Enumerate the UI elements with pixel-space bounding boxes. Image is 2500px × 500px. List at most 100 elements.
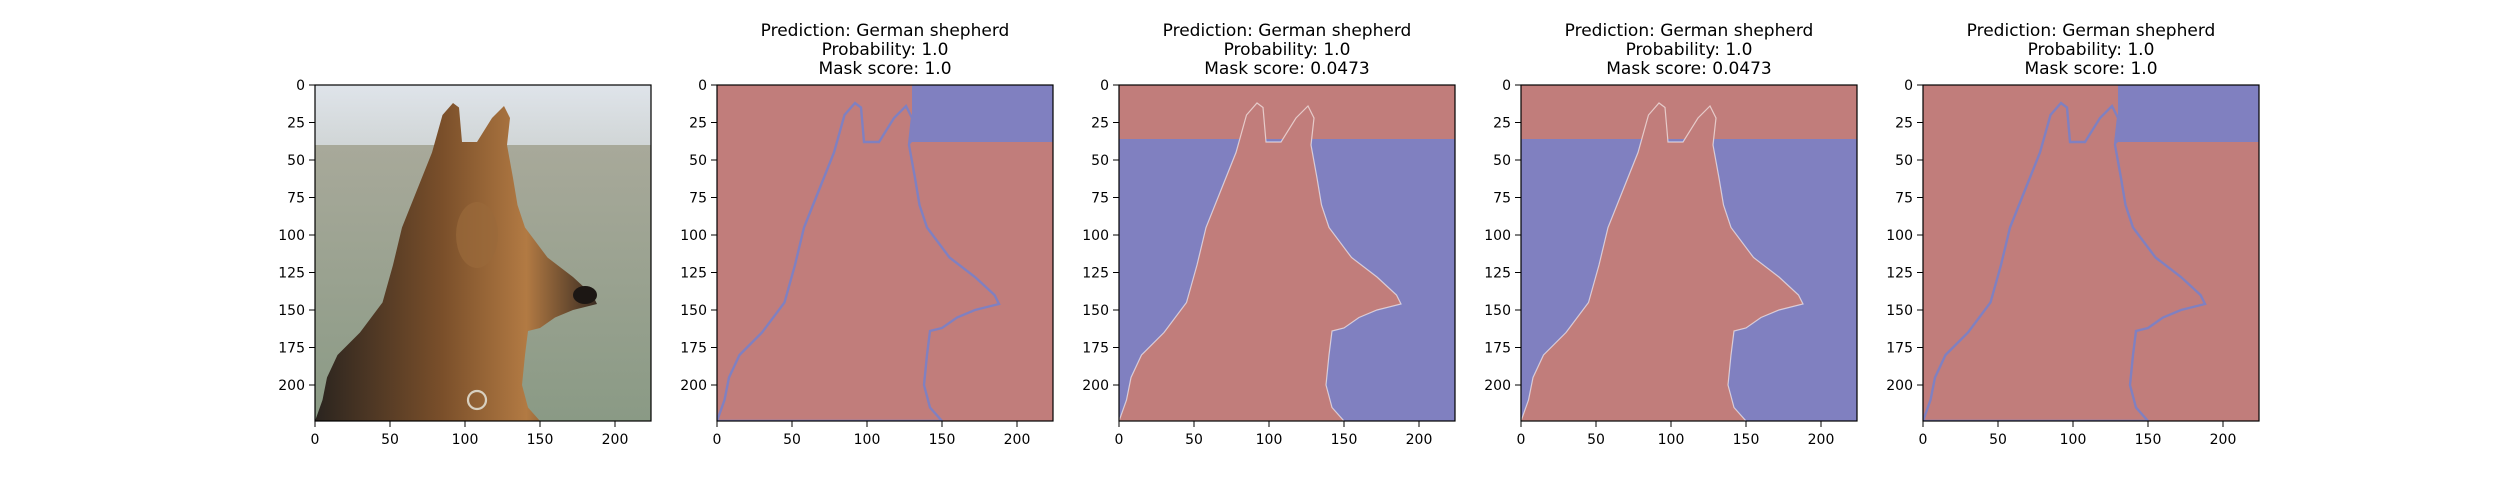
panel-title-line: Mask score: 1.0 <box>2024 59 2157 79</box>
y-tick-label: 50 <box>1091 153 1109 169</box>
y-tick-label: 0 <box>296 78 305 94</box>
panel-title-line: Probability: 1.0 <box>2028 40 2155 60</box>
mask-top-right-region <box>2118 85 2259 142</box>
y-tick-label: 125 <box>278 266 305 282</box>
photo-dog-collar-ring <box>466 389 488 411</box>
x-tick-label: 100 <box>2060 432 2087 448</box>
y-tick-label: 150 <box>278 303 305 319</box>
y-tick-label: 175 <box>1886 341 1913 357</box>
panel-title-line: Probability: 1.0 <box>1626 40 1753 60</box>
y-tick-label: 200 <box>680 378 707 394</box>
x-tick-label: 100 <box>1658 432 1685 448</box>
x-tick-label: 100 <box>452 432 479 448</box>
y-tick-label: 100 <box>278 228 305 244</box>
panel-title-line: Prediction: German shepherd <box>1565 21 1814 41</box>
y-tick-label: 50 <box>287 153 305 169</box>
axes-frame <box>1520 84 1858 422</box>
panel-4: 0 50 100 150 200 0 25 50 75 100 125 150 175 200 Predic… <box>1484 21 1858 448</box>
mask-heatmap-image <box>1521 85 1857 421</box>
y-tick-label: 150 <box>1484 303 1511 319</box>
mask-heatmap-image <box>717 85 1053 421</box>
x-tick-label: 50 <box>1989 432 2007 448</box>
y-tick-label: 150 <box>680 303 707 319</box>
mask-top-band <box>1119 85 1455 139</box>
y-tick-label: 125 <box>1082 266 1109 282</box>
y-tick-label: 75 <box>689 191 707 207</box>
panel-title-line: Prediction: German shepherd <box>761 21 1010 41</box>
x-tick-label: 0 <box>1115 432 1124 448</box>
x-tick-label: 0 <box>1517 432 1526 448</box>
x-tick-label: 50 <box>381 432 399 448</box>
mask-heatmap-image <box>1923 85 2259 421</box>
y-tick-label: 150 <box>1886 303 1913 319</box>
panel-title-line: Prediction: German shepherd <box>1163 21 1412 41</box>
panel-title-line: Probability: 1.0 <box>822 40 949 60</box>
y-tick-label: 50 <box>689 153 707 169</box>
y-tick-label: 0 <box>698 78 707 94</box>
y-tick-label: 25 <box>1895 116 1913 132</box>
x-tick-label: 50 <box>1587 432 1605 448</box>
x-tick-label: 150 <box>1331 432 1358 448</box>
y-tick-label: 100 <box>1082 228 1109 244</box>
panel-title-line: Prediction: German shepherd <box>1967 21 2216 41</box>
y-tick-label: 0 <box>1904 78 1913 94</box>
x-tick-label: 150 <box>2135 432 2162 448</box>
mask-top-band <box>1521 85 1857 139</box>
panel-2: 0 50 100 150 200 0 25 50 75 100 125 150 175 200 Predic… <box>680 21 1054 448</box>
axes-frame <box>1118 84 1456 422</box>
photo-dog-nose <box>573 286 597 304</box>
y-tick-label: 125 <box>1886 266 1913 282</box>
y-tick-label: 50 <box>1895 153 1913 169</box>
y-tick-label: 175 <box>278 341 305 357</box>
mask-top-right-region <box>912 85 1053 142</box>
x-tick-label: 200 <box>1808 432 1835 448</box>
x-tick-label: 0 <box>311 432 320 448</box>
y-tick-label: 175 <box>680 341 707 357</box>
y-tick-label: 25 <box>1091 116 1109 132</box>
dog-photo-image <box>315 85 651 421</box>
y-tick-label: 200 <box>278 378 305 394</box>
panel-title-line: Mask score: 0.0473 <box>1606 59 1771 79</box>
x-tick-label: 100 <box>1256 432 1283 448</box>
x-tick-label: 200 <box>602 432 629 448</box>
mask-heatmap-image <box>1119 85 1455 421</box>
y-tick-label: 50 <box>1493 153 1511 169</box>
y-tick-label: 125 <box>680 266 707 282</box>
y-tick-label: 25 <box>287 116 305 132</box>
y-tick-label: 100 <box>1886 228 1913 244</box>
panel-3: 0 50 100 150 200 0 25 50 75 100 125 150 175 200 Predic… <box>1082 21 1456 448</box>
y-tick-label: 100 <box>1484 228 1511 244</box>
y-tick-label: 200 <box>1082 378 1109 394</box>
y-tick-label: 75 <box>287 191 305 207</box>
x-tick-label: 150 <box>929 432 956 448</box>
x-tick-label: 150 <box>1733 432 1760 448</box>
y-tick-label: 100 <box>680 228 707 244</box>
panel-title-line: Mask score: 0.0473 <box>1204 59 1369 79</box>
x-tick-label: 200 <box>1004 432 1031 448</box>
y-tick-label: 0 <box>1502 78 1511 94</box>
y-tick-label: 175 <box>1484 341 1511 357</box>
x-tick-label: 50 <box>1185 432 1203 448</box>
mask-right-block <box>2118 142 2259 421</box>
panel-title-line: Probability: 1.0 <box>1224 40 1351 60</box>
y-tick-label: 200 <box>1886 378 1913 394</box>
photo-dog-face <box>456 202 498 268</box>
x-tick-label: 200 <box>1406 432 1433 448</box>
x-tick-label: 100 <box>854 432 881 448</box>
x-tick-label: 50 <box>783 432 801 448</box>
panel-title-line: Mask score: 1.0 <box>818 59 951 79</box>
axes-frame <box>1922 84 2260 422</box>
panel-5: 0 50 100 150 200 0 25 50 75 100 125 150 175 200 Predic… <box>1886 21 2260 448</box>
x-tick-label: 0 <box>1919 432 1928 448</box>
y-tick-label: 150 <box>1082 303 1109 319</box>
y-tick-label: 25 <box>689 116 707 132</box>
axes-frame <box>314 84 652 422</box>
y-tick-label: 75 <box>1493 191 1511 207</box>
axes-frame <box>716 84 1054 422</box>
x-tick-label: 200 <box>2210 432 2237 448</box>
panel-1: 0 50 100 150 200 0 25 50 75 100 125 150 175 200 <box>278 78 652 448</box>
mask-right-block <box>912 142 1053 421</box>
y-tick-label: 25 <box>1493 116 1511 132</box>
y-tick-label: 0 <box>1100 78 1109 94</box>
